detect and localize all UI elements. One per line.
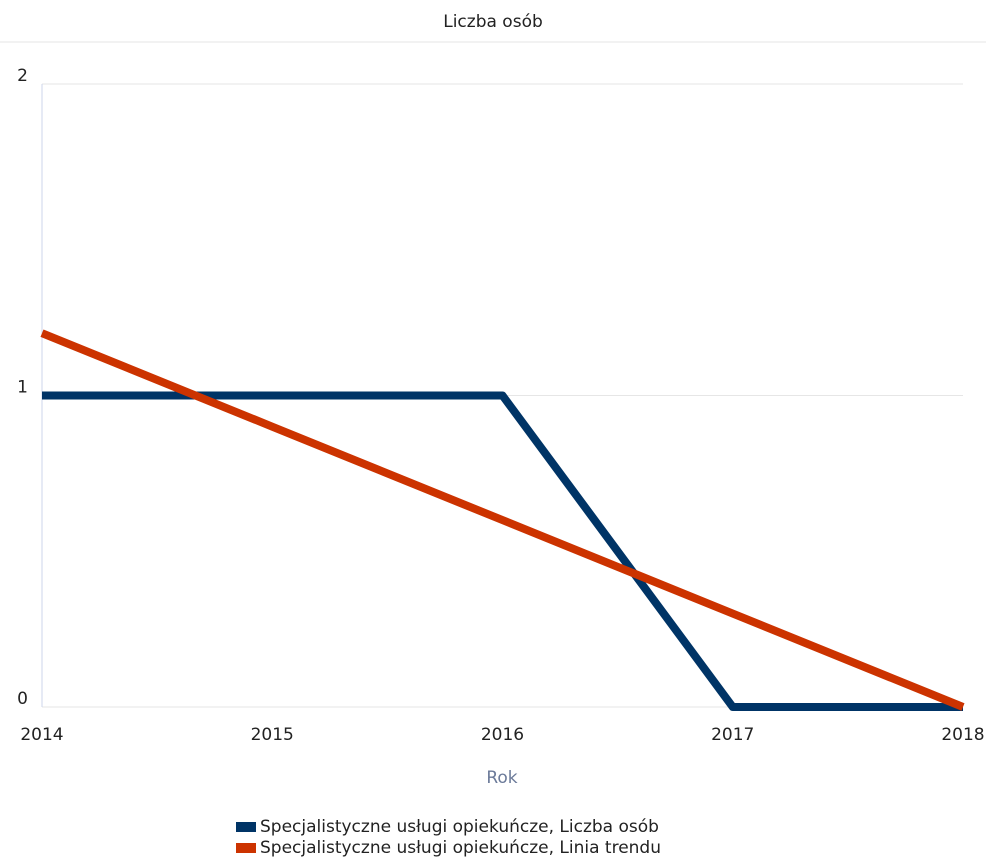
series-line bbox=[42, 391, 963, 711]
x-tick-label: 2018 bbox=[941, 725, 984, 745]
y-tick-label: 1 bbox=[17, 378, 28, 398]
y-tick-label: 0 bbox=[17, 689, 28, 709]
chart-title: Liczba osób bbox=[443, 12, 543, 32]
legend-label: Specjalistyczne usługi opiekuńcze, Liczb… bbox=[260, 817, 659, 837]
series-line bbox=[40, 329, 965, 711]
legend-label: Specjalistyczne usługi opiekuńcze, Linia… bbox=[260, 838, 661, 858]
x-tick-label: 2015 bbox=[251, 725, 294, 745]
legend-swatch bbox=[236, 822, 256, 832]
legend-swatch bbox=[236, 843, 256, 853]
x-tick-label: 2016 bbox=[481, 725, 524, 745]
x-tick-label: 2017 bbox=[711, 725, 754, 745]
x-axis-label: Rok bbox=[486, 768, 517, 788]
x-tick-label: 2014 bbox=[20, 725, 63, 745]
y-tick-label: 2 bbox=[17, 66, 28, 86]
